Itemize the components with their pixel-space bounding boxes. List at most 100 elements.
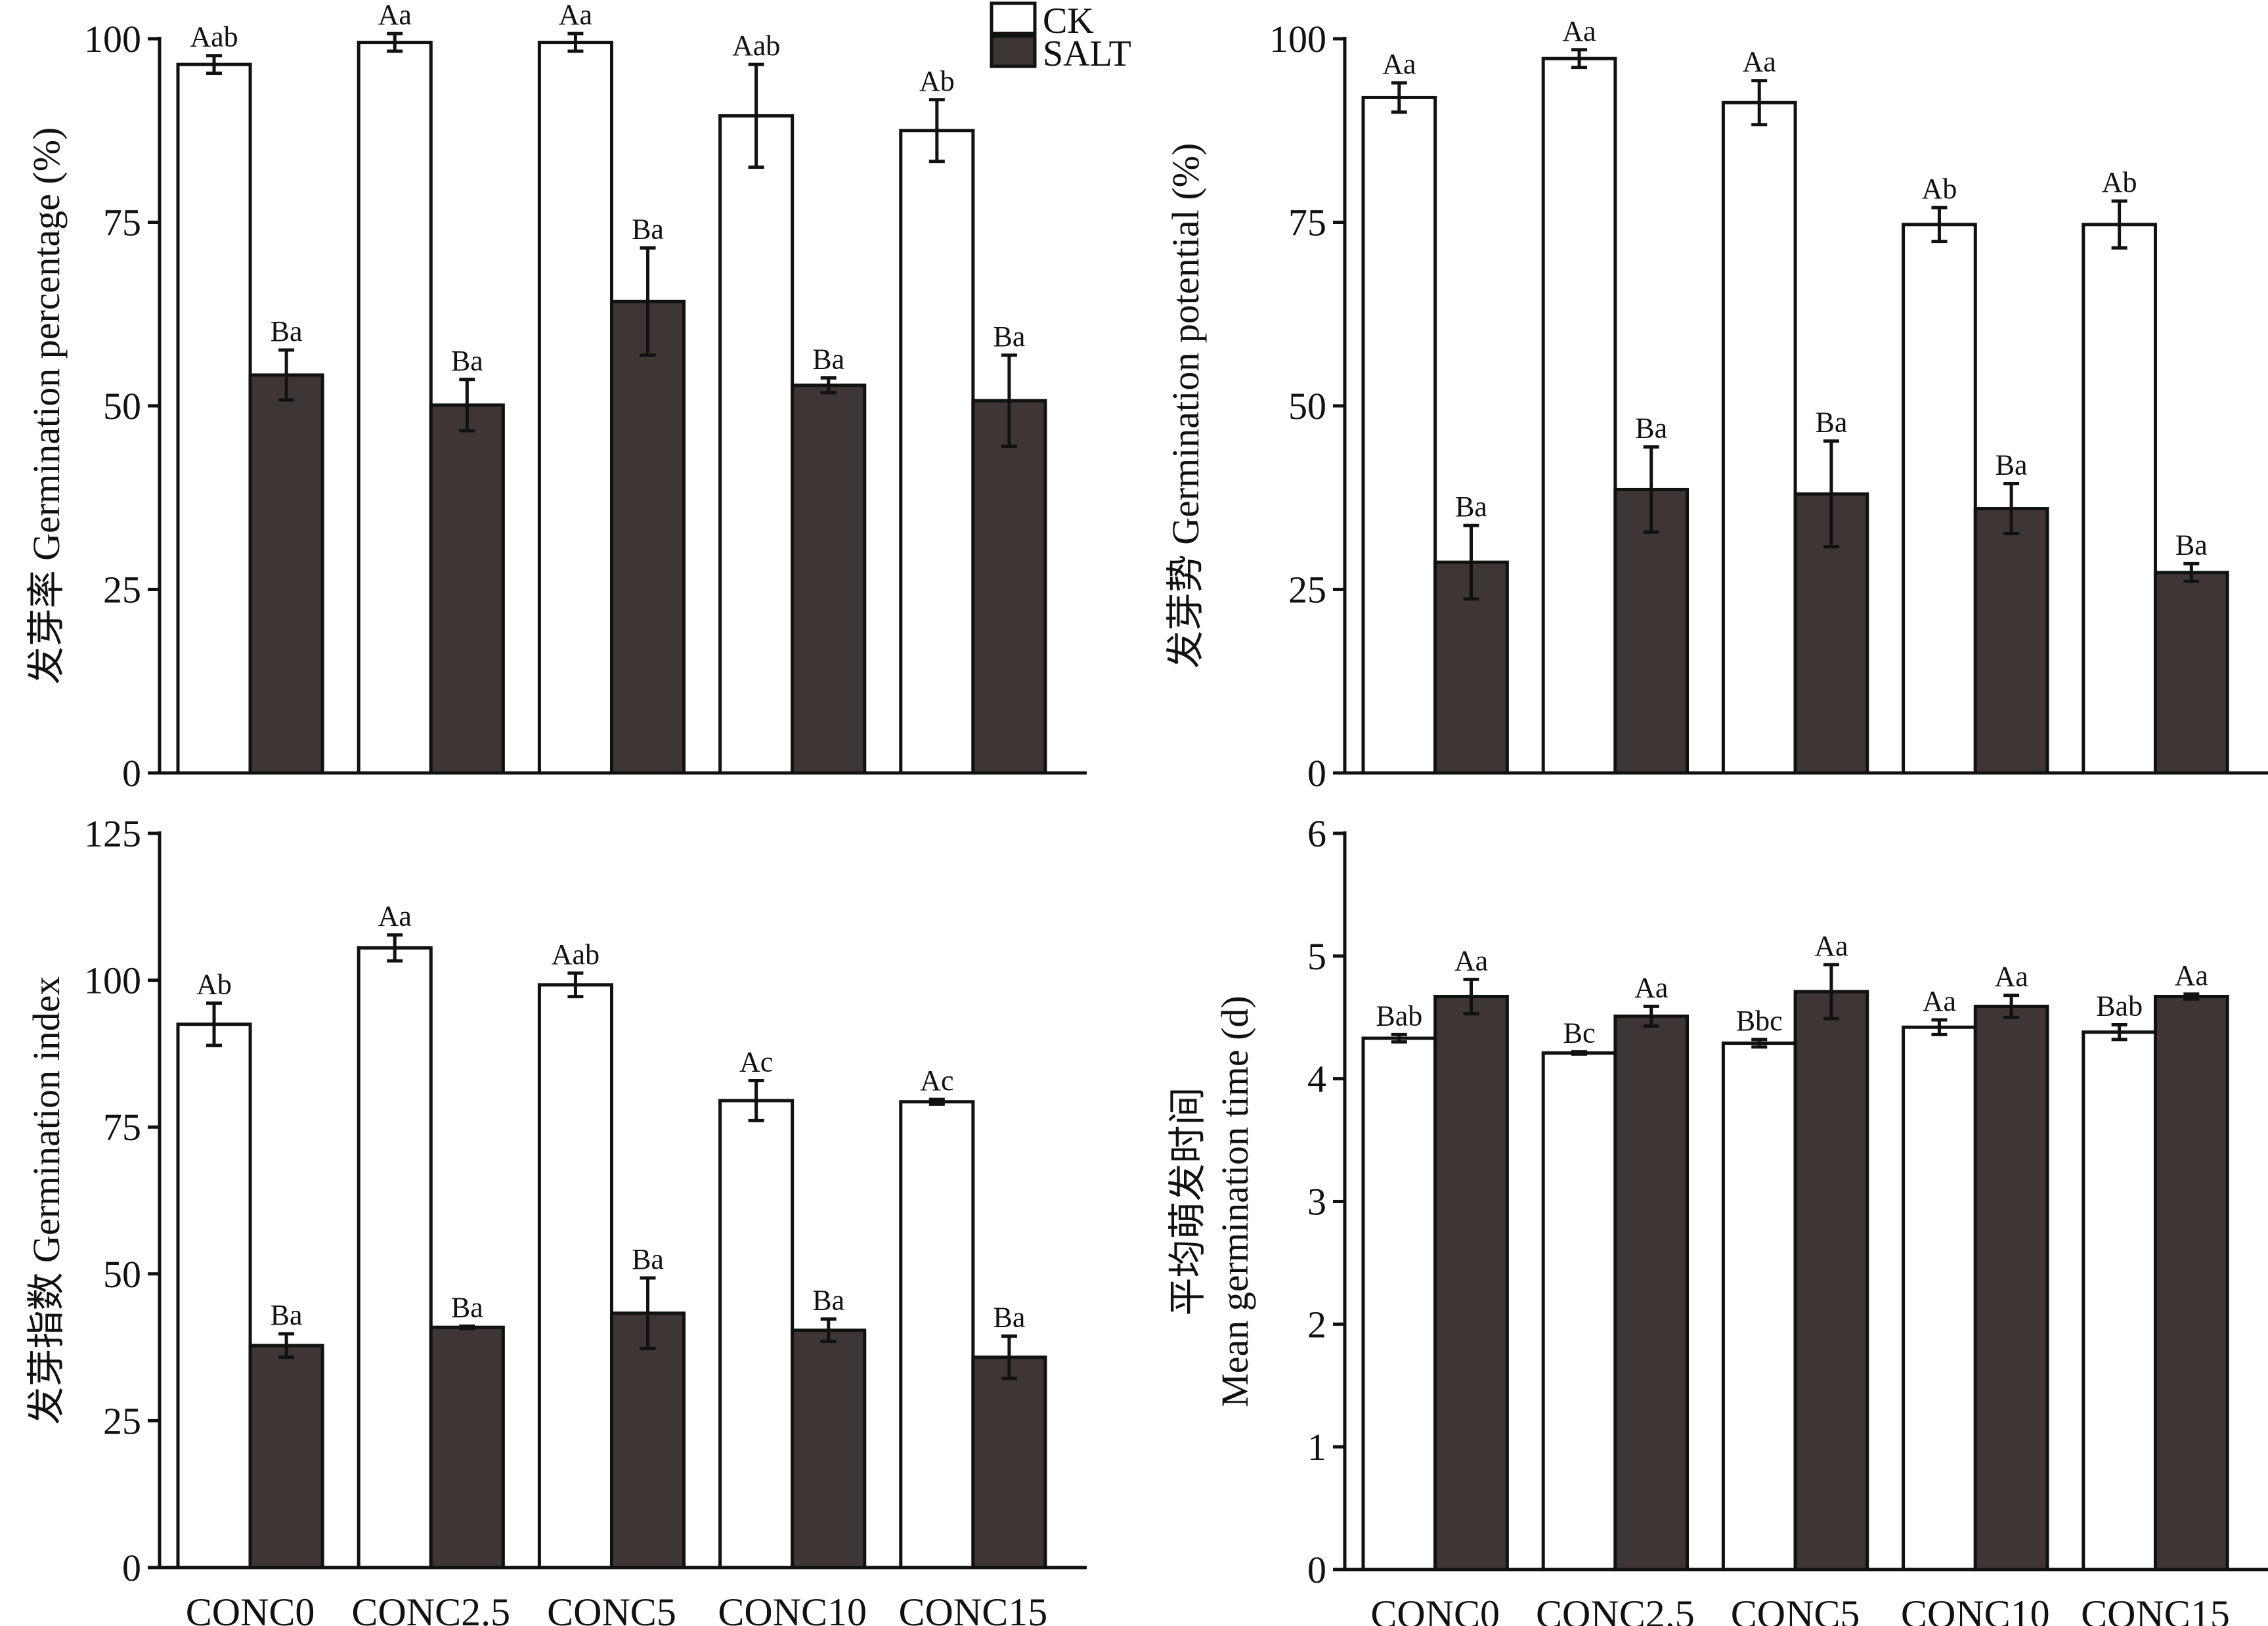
panel-germination-index: 0 25 50 75 100 125 发芽指数 Germination index Ab Ba C…: [25, 812, 1087, 1626]
bar-salt: [1613, 1014, 1690, 1571]
bar-ck: [1902, 1025, 1977, 1571]
y-tick-label: 100: [84, 959, 141, 1002]
bar-salt: [1973, 1004, 2049, 1571]
bar-salt: [791, 384, 867, 775]
y-tick-label: 0: [1307, 752, 1326, 795]
bar-salt: [429, 403, 505, 775]
y-tick-label: 3: [1307, 1181, 1326, 1223]
y-tick-label: 75: [103, 1106, 141, 1149]
significance-label: Bab: [2096, 990, 2143, 1022]
x-tick-label: CONC2.5: [351, 1591, 510, 1626]
y-tick-label: 50: [103, 385, 141, 428]
x-tick-label: CONC0: [186, 1591, 315, 1626]
significance-label: Aa: [1634, 971, 1668, 1003]
significance-label: Ba: [1995, 449, 2028, 481]
significance-label: Ba: [1815, 406, 1847, 439]
significance-label: Ab: [919, 65, 955, 97]
y-tick-label: 5: [1307, 935, 1326, 978]
bar-salt: [1973, 507, 2049, 775]
y-tick-label: 25: [103, 1399, 141, 1442]
significance-label: Aab: [190, 21, 238, 53]
y-tick-label: 50: [1288, 385, 1326, 428]
bar-ck: [1721, 1041, 1797, 1571]
significance-label: Ba: [993, 1302, 1025, 1334]
bar-salt: [971, 399, 1047, 775]
legend-label-salt: SALT: [1043, 33, 1131, 74]
bar-salt: [2153, 571, 2229, 775]
x-tick-label: CONC15: [2081, 1593, 2230, 1626]
significance-label: Aa: [1743, 46, 1776, 78]
legend-label-ck: CK: [1043, 1, 1094, 41]
significance-label: Aa: [1382, 48, 1416, 80]
panel-germination-percentage: 0 25 50 75 100 发芽率 Germination percentage (%)…: [25, 0, 1087, 795]
bar-ck: [1902, 223, 1977, 775]
significance-label: Aa: [1994, 961, 2028, 993]
bar-salt: [609, 1311, 686, 1570]
panel-germination-potential: 0 25 50 75 100 发芽势 Germination potential (%) A…: [1164, 15, 2268, 795]
bar-ck: [899, 1100, 975, 1570]
bar-salt: [1793, 990, 1869, 1571]
significance-label: Aa: [1923, 985, 1956, 1017]
bar-salt: [1433, 994, 1509, 1571]
significance-label: Aa: [2175, 959, 2208, 992]
significance-label: Ba: [2175, 529, 2208, 561]
y-tick-label: 75: [1288, 202, 1326, 244]
significance-label: Aa: [1454, 944, 1488, 977]
bar-ck: [718, 114, 795, 775]
bar-salt: [609, 299, 686, 775]
significance-label: Aa: [559, 0, 592, 31]
significance-label: Ac: [920, 1065, 953, 1097]
significance-label: Ba: [1635, 412, 1667, 445]
significance-label: Ba: [1455, 491, 1487, 523]
bar-salt: [429, 1325, 505, 1570]
y-tick-label: 2: [1307, 1303, 1326, 1346]
significance-label: Aab: [732, 30, 780, 62]
significance-label: Ba: [632, 213, 664, 246]
bar-ck: [899, 129, 975, 775]
significance-label: Bbc: [1736, 1005, 1783, 1037]
significance-label: Ba: [271, 1299, 303, 1331]
y-axis-label: 发芽率 Germination percentage (%): [25, 127, 68, 685]
y-tick-label: 0: [122, 1547, 141, 1589]
bar-ck: [2082, 1030, 2157, 1571]
significance-label: Ba: [993, 320, 1025, 353]
y-tick-label: 125: [84, 812, 141, 855]
y-tick-label: 100: [1269, 18, 1326, 60]
legend: CK SALT: [990, 1, 1131, 74]
significance-label: Ba: [632, 1243, 664, 1275]
bar-ck: [537, 41, 613, 775]
legend-swatch-ck: [990, 1, 1037, 35]
significance-label: Aa: [1562, 15, 1596, 47]
y-tick-label: 1: [1307, 1426, 1326, 1468]
x-tick-label: CONC10: [1901, 1593, 2050, 1626]
x-tick-label: CONC2.5: [1536, 1593, 1695, 1626]
bar-ck: [1541, 1051, 1617, 1571]
significance-label: Ba: [812, 343, 844, 376]
y-tick-label: 25: [103, 569, 141, 611]
bar-salt: [971, 1355, 1047, 1570]
significance-label: Bab: [1376, 1000, 1422, 1032]
significance-label: Ab: [196, 968, 232, 1000]
y-tick-label: 75: [103, 202, 141, 244]
y-axis-label: 平均萌发时间: [1166, 1087, 1209, 1315]
y-tick-label: 4: [1307, 1058, 1326, 1101]
y-axis-label-2: Mean germination time (d): [1213, 996, 1256, 1407]
y-axis-label: 发芽势 Germination potential (%): [1164, 143, 1207, 669]
bar-ck: [176, 1022, 252, 1570]
bar-ck: [357, 41, 433, 775]
significance-label: Aa: [378, 900, 412, 933]
bar-salt: [791, 1329, 867, 1570]
bar-salt: [2153, 994, 2229, 1571]
bar-ck: [176, 62, 252, 775]
significance-label: Aa: [378, 0, 412, 31]
significance-label: Bc: [1563, 1017, 1596, 1049]
significance-label: Ba: [812, 1285, 844, 1317]
bar-ck: [1361, 95, 1437, 775]
bar-ck: [1721, 100, 1797, 775]
x-tick-label: CONC0: [1370, 1593, 1500, 1626]
y-tick-label: 50: [103, 1253, 141, 1296]
bar-ck: [357, 946, 433, 1570]
significance-label: Ba: [451, 345, 483, 377]
bar-ck: [537, 983, 613, 1570]
